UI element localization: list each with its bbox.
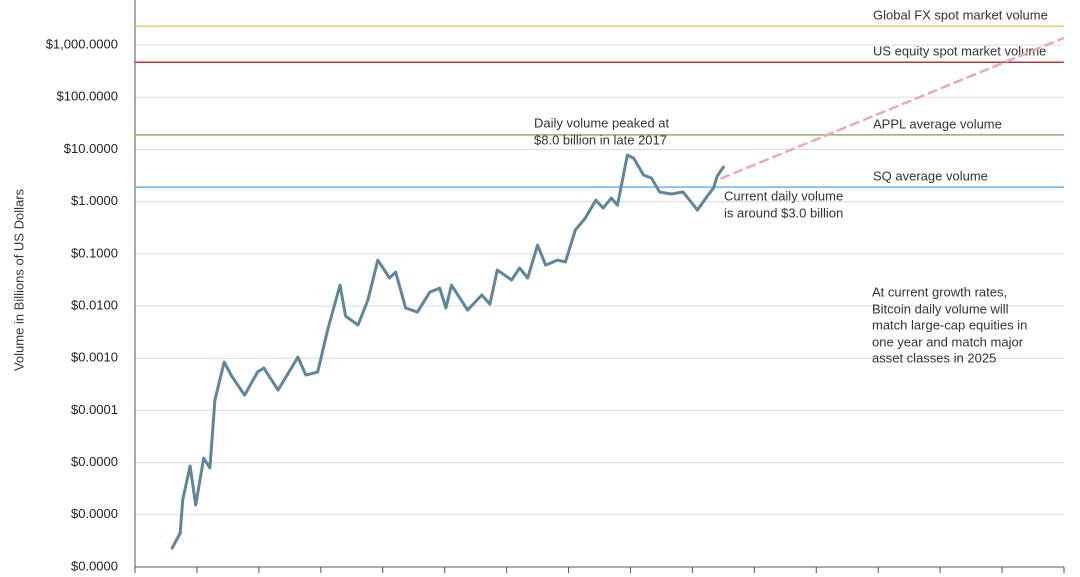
y-tick-label: $0.0010 <box>71 350 118 365</box>
reference-label: SQ average volume <box>873 169 988 184</box>
annotation-line: match large-cap equities in <box>872 317 1027 332</box>
reference-label: APPL average volume <box>873 116 1002 131</box>
annotation-line: asset classes in 2025 <box>872 350 996 365</box>
annotation-peak: Daily volume peaked at $8.0 billion in l… <box>534 115 670 147</box>
y-tick-label: $0.1000 <box>71 245 118 260</box>
annotation-current: Current daily volume is around $3.0 bill… <box>724 188 843 220</box>
annotation-line: Daily volume peaked at <box>534 115 670 130</box>
volume-line <box>170 153 725 550</box>
y-tick-label: $0.0000 <box>71 558 118 573</box>
annotation-line: At current growth rates, <box>872 284 1007 299</box>
y-tick-label: $10.0000 <box>64 141 118 156</box>
annotation-line: Bitcoin daily volume will <box>872 301 1009 316</box>
annotation-line: Current daily volume <box>724 188 843 203</box>
annotation-line: is around $3.0 billion <box>724 205 843 220</box>
y-tick-label: $0.0001 <box>71 402 118 417</box>
annotation-line: one year and match major <box>872 334 1024 349</box>
reference-label: Global FX spot market volume <box>873 8 1048 23</box>
y-tick-label: $0.0100 <box>71 297 118 312</box>
plot: $0.0000 $0.0000 $0.0000 $0.0001 $0.0010 $0.01… <box>46 0 1065 573</box>
y-tick-label: $0.0000 <box>71 506 118 521</box>
annotation-growth: At current growth rates, Bitcoin daily v… <box>872 284 1027 365</box>
projection-line <box>720 37 1065 180</box>
y-tick-label: $100.0000 <box>57 89 118 104</box>
annotation-line: $8.0 billion in late 2017 <box>534 132 667 147</box>
y-tick-label: $1,000.0000 <box>46 37 118 52</box>
reference-label: US equity spot market volume <box>873 44 1046 59</box>
y-tick-label: $1.0000 <box>71 193 118 208</box>
y-axis-label: Volume in Billions of US Dollars <box>11 188 26 371</box>
y-tick-label: $0.0000 <box>71 454 118 469</box>
